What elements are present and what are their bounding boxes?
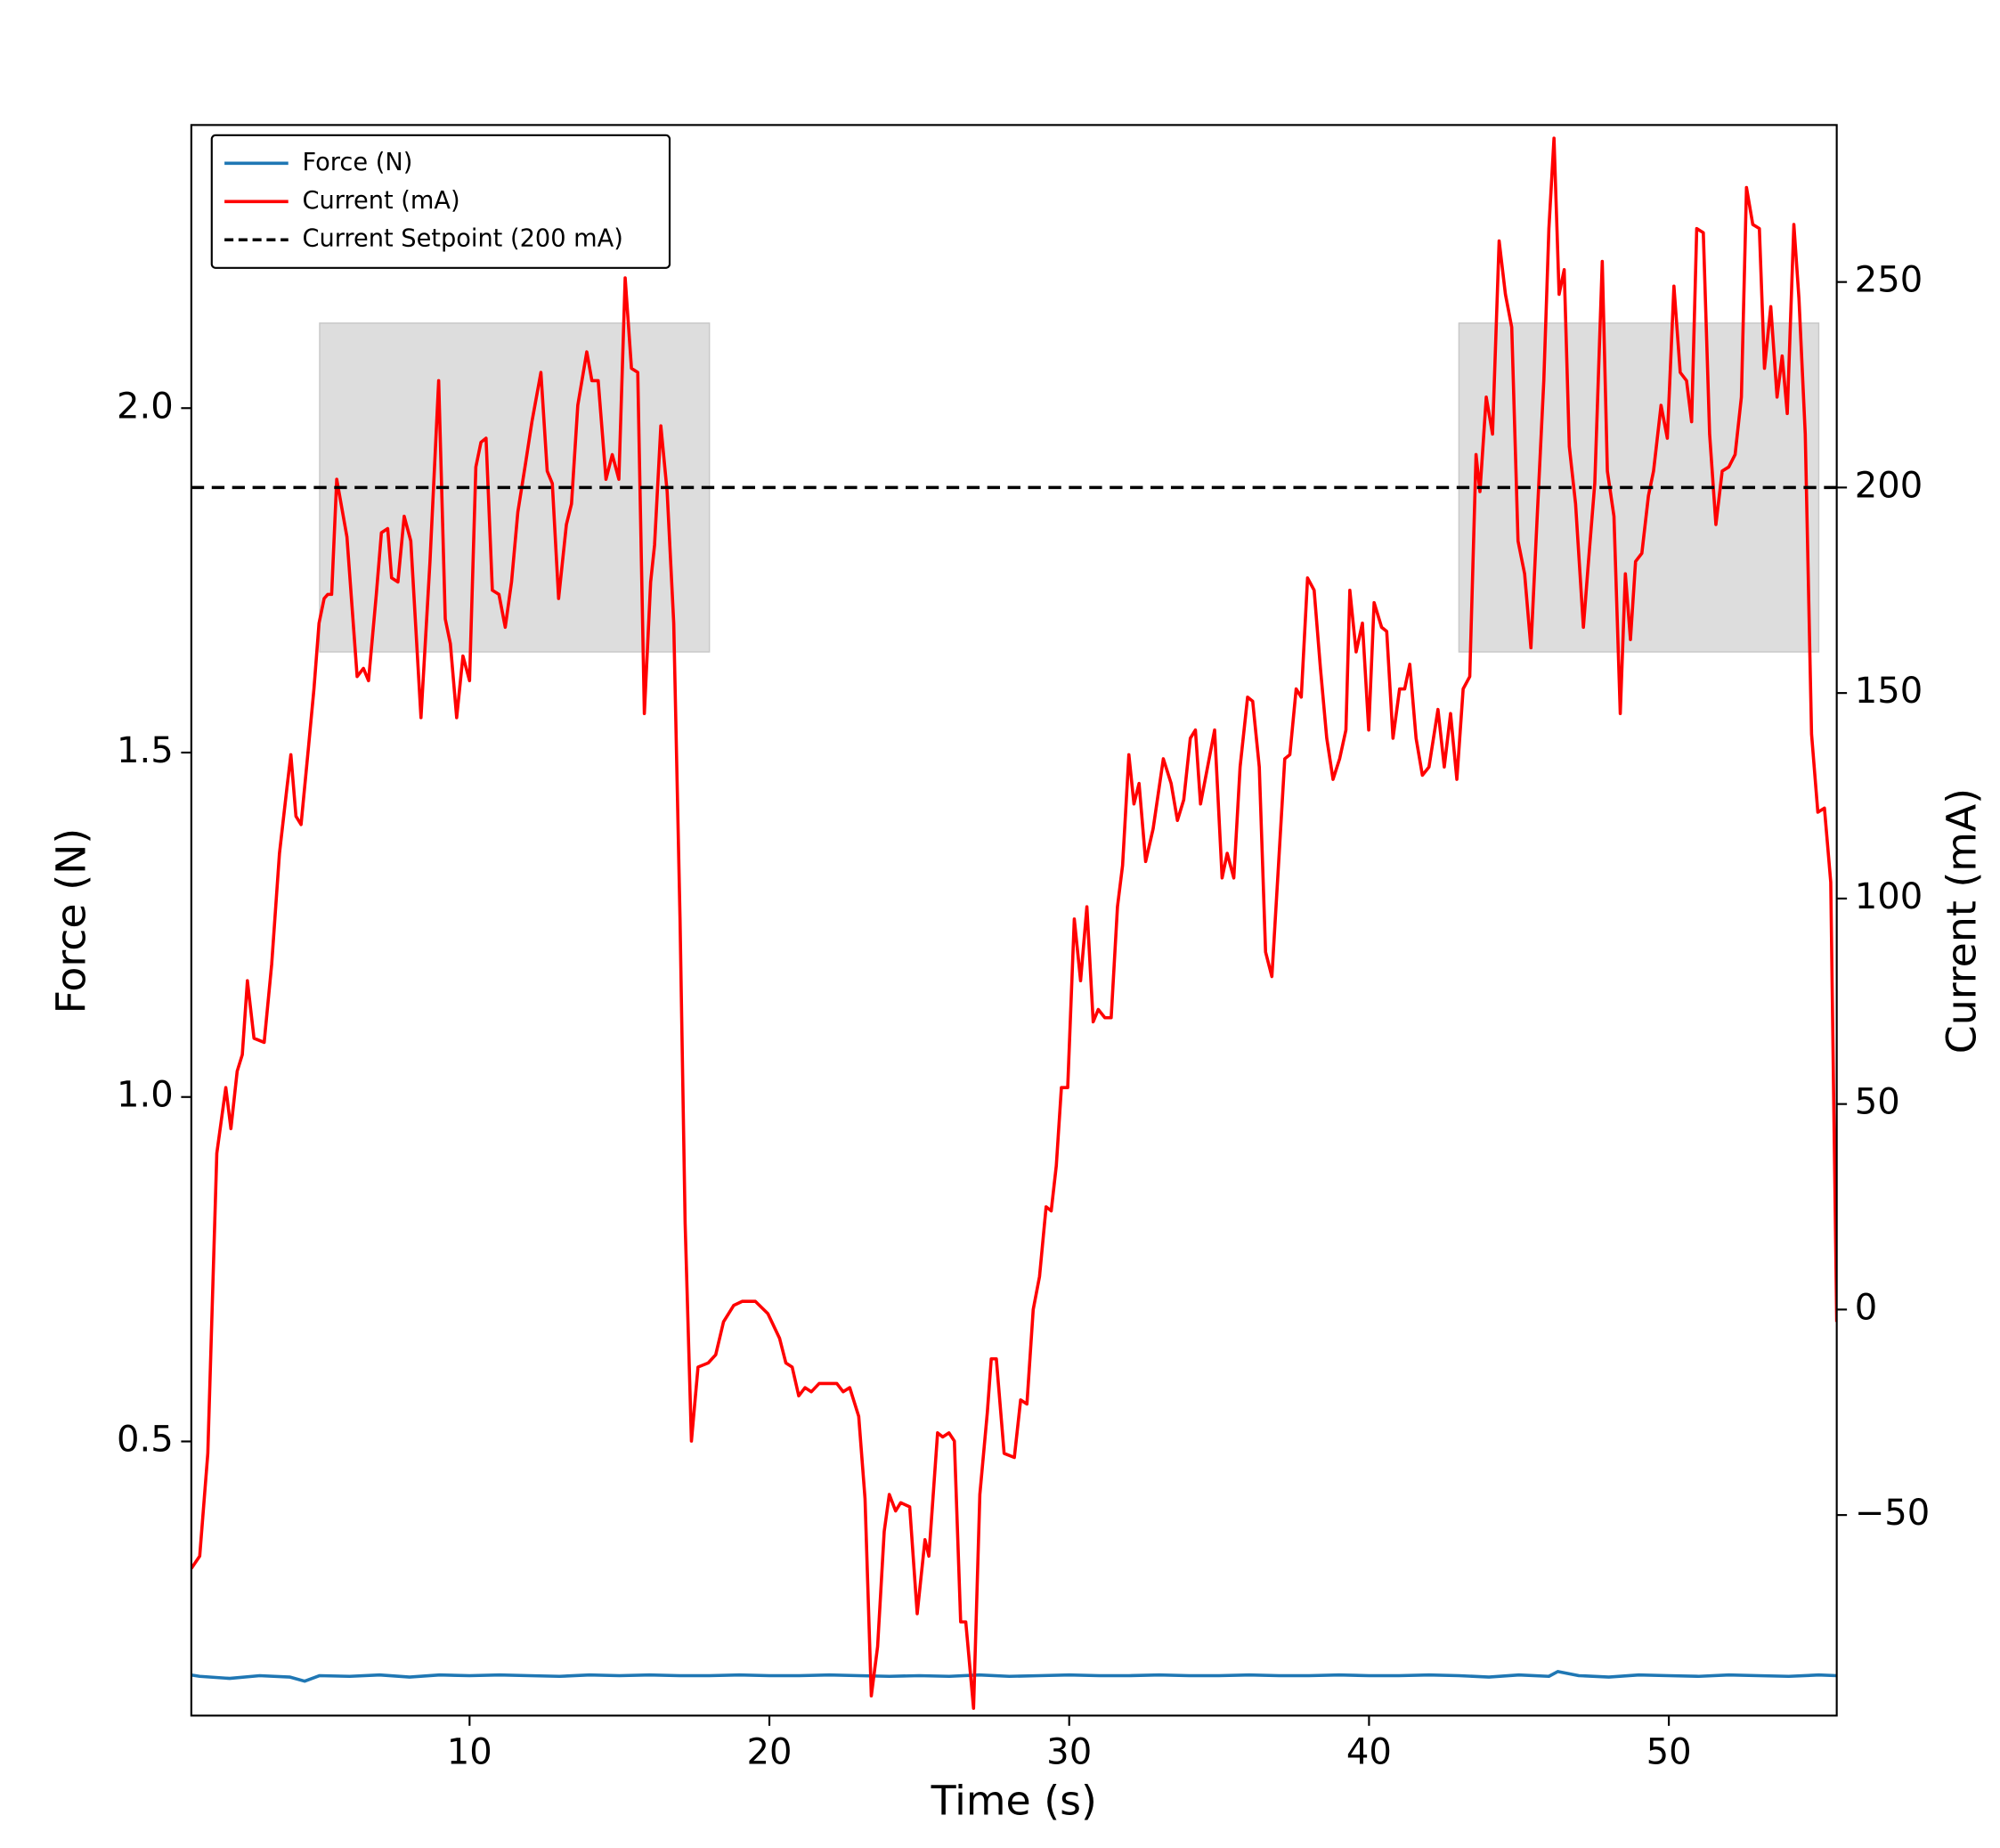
- x-tick-label: 50: [1646, 1731, 1692, 1772]
- x-axis-label: Time (s): [931, 1777, 1097, 1825]
- x-tick-label: 30: [1046, 1731, 1092, 1772]
- legend: Force (N) Current (mA) Current Setpoint (2…: [210, 134, 671, 269]
- legend-box: [210, 134, 671, 269]
- x-tick-label: 20: [746, 1731, 792, 1772]
- axes-frame: [190, 124, 1838, 1717]
- y-axis-label: Force (N): [47, 828, 95, 1014]
- y2-tick-label: 100: [1855, 876, 1923, 917]
- x-tick-label: 10: [447, 1731, 492, 1772]
- y-tick-label: 0.5: [117, 1419, 174, 1460]
- y2-tick-label: 200: [1855, 465, 1923, 506]
- y-tick-label: 1.0: [117, 1075, 174, 1116]
- y2-tick-label: 0: [1855, 1287, 1878, 1328]
- y-tick-label: 1.5: [117, 730, 174, 771]
- legend-label: Current Setpoint (200 mA): [302, 225, 622, 253]
- y-tick-label: 2.0: [117, 386, 174, 427]
- series-line: [191, 1670, 1837, 1683]
- y2-tick-label: 250: [1855, 260, 1923, 301]
- y2-tick-label: −50: [1855, 1493, 1931, 1534]
- legend-label: Current (mA): [302, 187, 459, 215]
- y2-tick-label: 150: [1855, 671, 1923, 712]
- plot-area: [191, 136, 1837, 1710]
- legend-label: Force (N): [302, 149, 412, 176]
- y2-tick-label: 50: [1855, 1082, 1900, 1123]
- x-tick-label: 40: [1346, 1731, 1392, 1772]
- y2-axis-label: Current (mA): [1937, 788, 1985, 1054]
- series-line: [191, 136, 1837, 1710]
